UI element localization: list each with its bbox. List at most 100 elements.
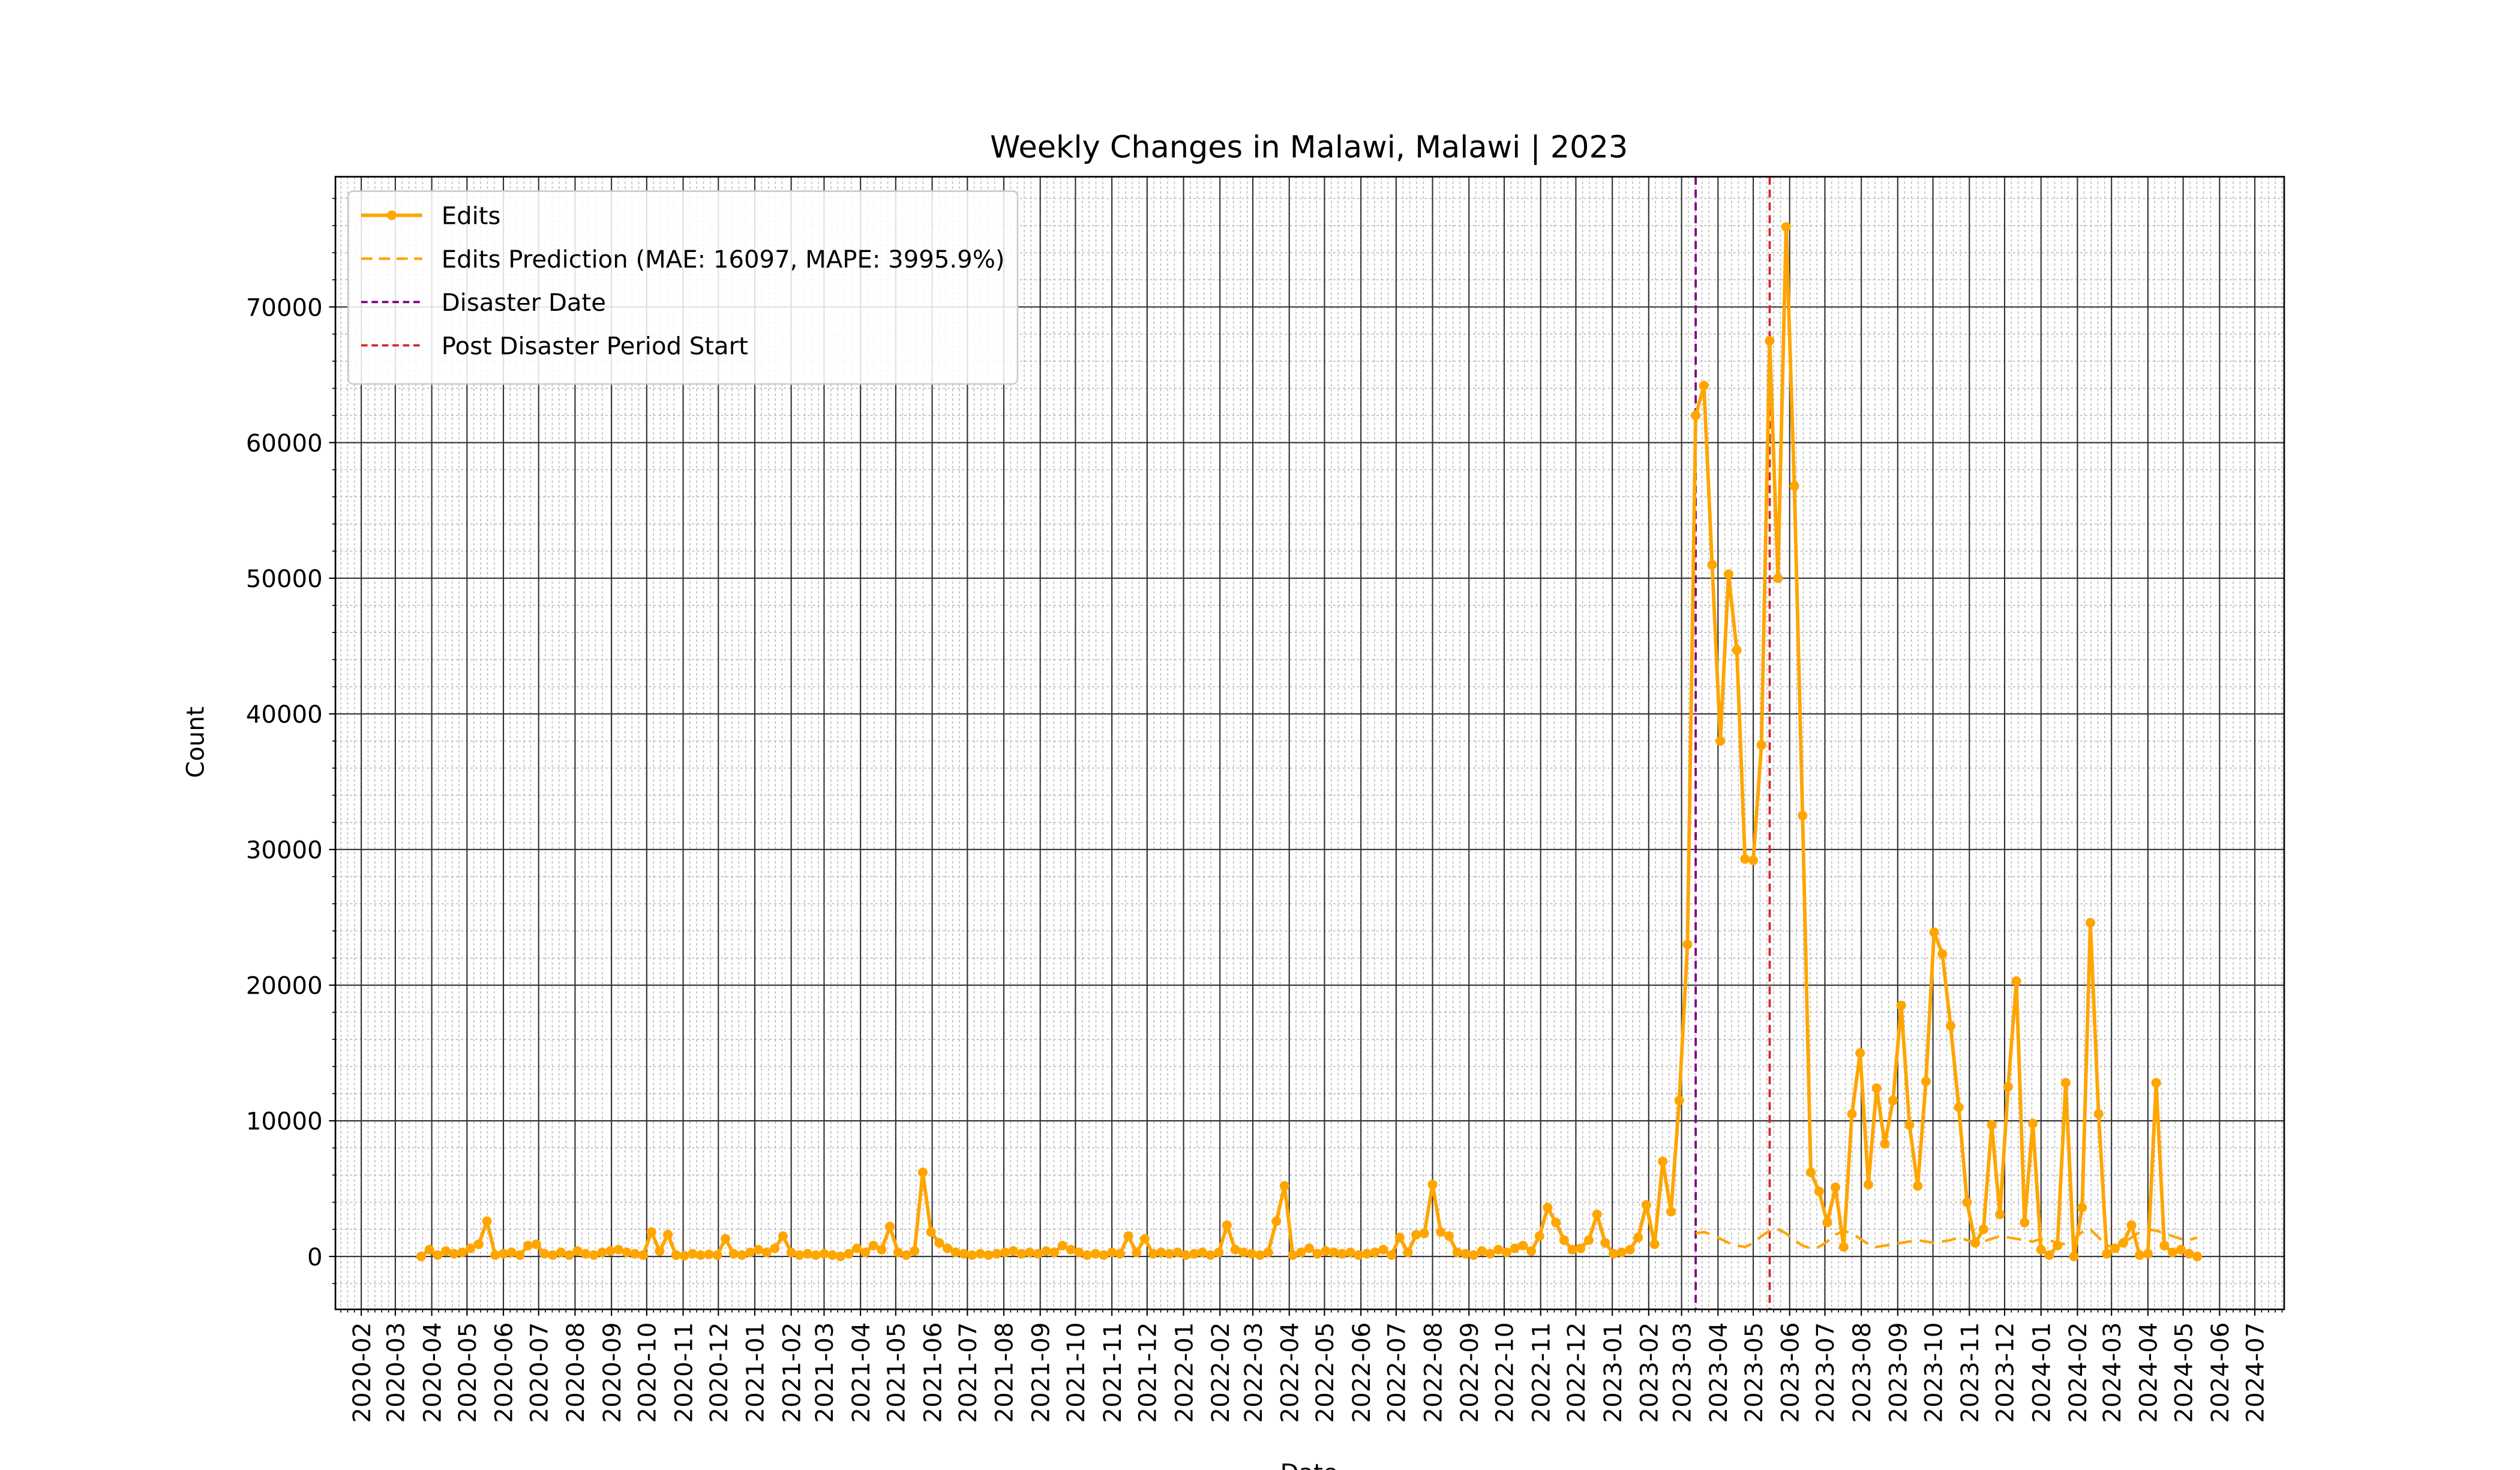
data-point (1238, 1247, 1249, 1258)
data-point (852, 1243, 862, 1253)
data-point (1954, 1102, 1964, 1112)
y-tick-label: 40000 (246, 701, 323, 729)
data-point (1995, 1209, 2005, 1220)
data-point (1321, 1246, 1331, 1256)
data-point (1576, 1243, 1586, 1253)
data-point (1921, 1076, 1931, 1087)
data-point (1756, 740, 1766, 750)
data-point (1798, 811, 1808, 821)
data-point (819, 1249, 829, 1259)
data-point (1855, 1048, 1865, 1058)
data-point (630, 1249, 640, 1259)
x-tick-label: 2023-03 (1669, 1322, 1696, 1423)
data-point (2020, 1217, 2030, 1228)
x-tick-label: 2024-04 (2135, 1322, 2163, 1423)
data-point (622, 1247, 632, 1258)
data-point (761, 1247, 772, 1258)
data-point (959, 1249, 969, 1259)
data-point (1345, 1247, 1355, 1258)
data-point (1534, 1231, 1544, 1241)
x-tick-label: 2022-01 (1171, 1322, 1198, 1423)
x-tick-label: 2022-12 (1563, 1322, 1591, 1423)
data-point (753, 1244, 763, 1255)
x-tick-label: 2021-05 (883, 1322, 911, 1423)
data-point (868, 1240, 878, 1251)
data-point (1354, 1250, 1364, 1260)
x-tick-label: 2022-11 (1528, 1322, 1555, 1423)
data-point (2027, 1118, 2038, 1129)
data-point (1279, 1181, 1289, 1191)
data-point (1469, 1250, 1479, 1260)
data-point (1197, 1247, 1207, 1258)
data-point (1723, 569, 1733, 579)
x-tick-label: 2024-06 (2207, 1322, 2234, 1423)
x-tick-label: 2023-01 (1600, 1322, 1627, 1423)
data-point (1765, 336, 1775, 346)
data-point (1288, 1250, 1298, 1260)
data-point (1748, 855, 1759, 865)
data-point (531, 1239, 541, 1249)
data-point (1518, 1240, 1528, 1251)
data-point (1863, 1180, 1873, 1190)
legend-label: Post Disaster Period Start (442, 332, 748, 360)
data-point (1222, 1220, 1232, 1231)
x-tick-label: 2022-02 (1207, 1322, 1235, 1423)
data-point (950, 1247, 961, 1258)
data-point (2102, 1249, 2112, 1259)
data-point (745, 1247, 755, 1258)
data-point (416, 1252, 426, 1262)
data-point (1057, 1240, 1067, 1251)
data-point (917, 1167, 928, 1177)
data-point (860, 1247, 871, 1258)
x-tick-label: 2023-08 (1849, 1322, 1876, 1423)
x-tick-label: 2020-03 (383, 1322, 410, 1423)
data-point (1419, 1228, 1429, 1238)
x-tick-label: 2022-08 (1420, 1322, 1447, 1423)
y-tick-label: 50000 (246, 565, 323, 593)
data-point (671, 1250, 681, 1260)
data-point (1978, 1224, 1988, 1234)
data-point (803, 1249, 813, 1259)
x-tick-label: 2020-12 (706, 1322, 733, 1423)
data-point (1699, 380, 1709, 391)
data-point (581, 1249, 591, 1259)
x-tick-label: 2021-04 (848, 1322, 875, 1423)
data-point (926, 1227, 936, 1237)
data-point (1945, 1021, 1955, 1031)
data-point (2151, 1078, 2161, 1088)
data-point (457, 1247, 467, 1258)
data-point (1082, 1250, 1093, 1260)
data-point (1567, 1244, 1577, 1255)
data-point (1831, 1182, 1841, 1192)
x-tick-label: 2021-02 (778, 1322, 806, 1423)
data-point (613, 1244, 623, 1255)
data-point (1600, 1238, 1610, 1248)
data-point (728, 1249, 739, 1259)
data-point (1049, 1247, 1060, 1258)
data-point (770, 1243, 780, 1253)
x-tick-label: 2020-09 (599, 1322, 626, 1423)
x-tick-label: 2021-10 (1063, 1322, 1090, 1423)
data-point (975, 1249, 985, 1259)
data-point (1904, 1120, 1915, 1130)
data-point (1847, 1109, 1857, 1119)
data-point (433, 1250, 443, 1260)
x-tick-label: 2021-07 (955, 1322, 982, 1423)
data-point (1732, 645, 1742, 655)
data-point (2118, 1238, 2128, 1248)
data-point (1172, 1247, 1183, 1258)
data-point (1707, 560, 1717, 570)
data-point (655, 1246, 665, 1256)
data-point (1658, 1156, 1668, 1166)
data-point (1805, 1167, 1816, 1177)
x-tick-label: 2021-11 (1099, 1322, 1127, 1423)
legend-label: Disaster Date (442, 289, 606, 317)
data-point (490, 1250, 500, 1260)
x-tick-label: 2022-05 (1312, 1322, 1339, 1423)
data-point (688, 1249, 698, 1259)
data-point (2135, 1250, 2145, 1260)
data-point (1493, 1244, 1504, 1255)
data-point (597, 1247, 607, 1258)
data-point (663, 1229, 673, 1240)
data-point (1929, 927, 1939, 937)
